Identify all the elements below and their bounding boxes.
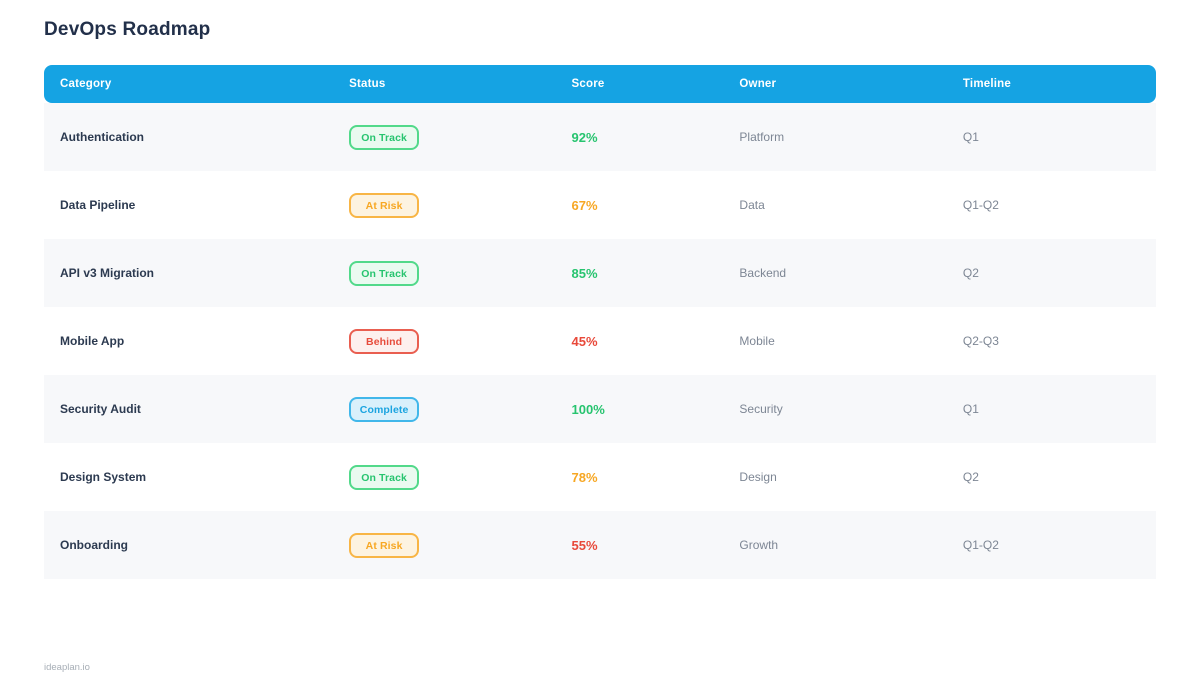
owner-cell: Mobile (723, 307, 947, 375)
score-cell: 100% (555, 375, 724, 443)
page-container: DevOps Roadmap Category Status Score Own… (0, 19, 1200, 579)
owner-cell: Growth (723, 511, 947, 579)
category-cell: API v3 Migration (44, 239, 334, 307)
column-header-timeline: Timeline (946, 65, 1156, 103)
score-value: 92% (571, 129, 598, 145)
page-title: DevOps Roadmap (44, 19, 211, 40)
score-value: 67% (571, 197, 598, 213)
owner-cell: Security (723, 375, 947, 443)
table-row: Authentication On Track 92% Platform Q1 (44, 103, 1156, 171)
status-badge: On Track (349, 124, 420, 150)
status-cell: Complete (333, 375, 556, 443)
table-row: Security Audit Complete 100% Security Q1 (44, 375, 1156, 443)
footer-brand: ideaplan.io (44, 662, 90, 673)
status-badge: On Track (349, 260, 420, 286)
status-badge: At Risk (349, 532, 420, 558)
status-badge: Behind (349, 328, 420, 354)
timeline-cell: Q1-Q2 (946, 511, 1156, 579)
status-badge: At Risk (349, 192, 420, 218)
category-cell: Mobile App (44, 307, 334, 375)
status-cell: At Risk (333, 511, 556, 579)
category-cell: Authentication (44, 103, 334, 171)
score-cell: 85% (555, 239, 724, 307)
status-badge: Complete (349, 396, 420, 422)
score-value: 55% (571, 537, 598, 553)
table-row: API v3 Migration On Track 85% Backend Q2 (44, 239, 1156, 307)
table-row: Data Pipeline At Risk 67% Data Q1-Q2 (44, 171, 1156, 239)
status-cell: On Track (333, 239, 556, 307)
category-cell: Data Pipeline (44, 171, 334, 239)
status-badge: On Track (349, 464, 420, 490)
table-header: Category Status Score Owner Timeline (44, 65, 1156, 103)
status-cell: On Track (333, 443, 556, 511)
column-header-status: Status (333, 65, 556, 103)
category-cell: Security Audit (44, 375, 334, 443)
score-cell: 55% (555, 511, 724, 579)
timeline-cell: Q1 (946, 103, 1156, 171)
owner-cell: Design (723, 443, 947, 511)
column-header-owner: Owner (723, 65, 947, 103)
owner-cell: Platform (723, 103, 947, 171)
roadmap-table: Category Status Score Owner Timeline Aut… (44, 65, 1156, 579)
timeline-cell: Q1-Q2 (946, 171, 1156, 239)
table-row: Onboarding At Risk 55% Growth Q1-Q2 (44, 511, 1156, 579)
timeline-cell: Q2 (946, 239, 1156, 307)
timeline-cell: Q2-Q3 (946, 307, 1156, 375)
timeline-cell: Q1 (946, 375, 1156, 443)
score-value: 100% (571, 401, 605, 417)
table-body: Authentication On Track 92% Platform Q1 … (44, 103, 1156, 579)
owner-cell: Backend (723, 239, 947, 307)
status-cell: At Risk (333, 171, 556, 239)
category-cell: Design System (44, 443, 334, 511)
score-cell: 45% (555, 307, 724, 375)
score-value: 85% (571, 265, 598, 281)
table-row: Mobile App Behind 45% Mobile Q2-Q3 (44, 307, 1156, 375)
score-cell: 92% (555, 103, 724, 171)
table-header-row: Category Status Score Owner Timeline (44, 65, 1156, 103)
score-value: 78% (571, 469, 598, 485)
timeline-cell: Q2 (946, 443, 1156, 511)
owner-cell: Data (723, 171, 947, 239)
table-row: Design System On Track 78% Design Q2 (44, 443, 1156, 511)
column-header-score: Score (555, 65, 724, 103)
column-header-category: Category (44, 65, 334, 103)
category-cell: Onboarding (44, 511, 334, 579)
score-cell: 78% (555, 443, 724, 511)
score-value: 45% (571, 333, 598, 349)
status-cell: On Track (333, 103, 556, 171)
status-cell: Behind (333, 307, 556, 375)
score-cell: 67% (555, 171, 724, 239)
